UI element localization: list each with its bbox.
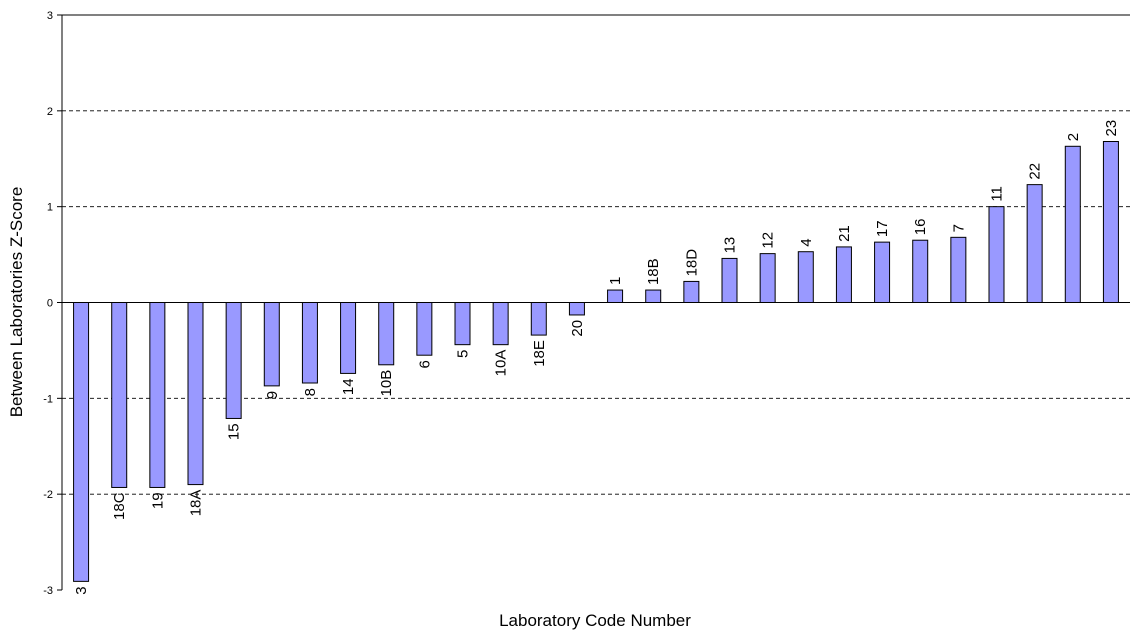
bar bbox=[111, 302, 128, 488]
bar-label: 18E bbox=[531, 340, 548, 367]
bar bbox=[874, 241, 891, 303]
bar bbox=[149, 302, 166, 488]
bar bbox=[988, 206, 1005, 304]
bar bbox=[912, 239, 929, 303]
y-tick-label: 2 bbox=[47, 106, 53, 118]
bar bbox=[225, 302, 242, 419]
bar-label: 23 bbox=[1103, 120, 1120, 137]
bar bbox=[187, 302, 204, 486]
bar-label: 19 bbox=[149, 492, 166, 509]
y-tick-label: -3 bbox=[43, 585, 53, 597]
bar bbox=[263, 302, 280, 387]
bar bbox=[454, 302, 471, 346]
x-axis-label: Laboratory Code Number bbox=[499, 611, 691, 630]
bar bbox=[568, 302, 585, 316]
y-tick-label: -2 bbox=[43, 489, 53, 501]
bar bbox=[950, 236, 967, 303]
bar-label: 18B bbox=[645, 258, 662, 285]
bar bbox=[645, 289, 662, 303]
bar bbox=[492, 302, 509, 346]
bar-label: 5 bbox=[455, 350, 472, 358]
bar bbox=[530, 302, 547, 336]
bar-label: 4 bbox=[798, 238, 815, 246]
bar-label: 8 bbox=[302, 388, 319, 396]
bar bbox=[683, 280, 700, 303]
bar bbox=[797, 251, 814, 303]
bar-label: 9 bbox=[264, 391, 281, 399]
y-tick-label: -1 bbox=[43, 393, 53, 405]
bar bbox=[721, 257, 738, 303]
y-axis-label: Between Laboratories Z-Score bbox=[7, 187, 26, 418]
bar-label: 11 bbox=[989, 186, 1006, 202]
y-tick-label: 3 bbox=[47, 10, 53, 22]
bar bbox=[340, 302, 357, 374]
bar-label: 15 bbox=[226, 423, 243, 440]
bar-label: 13 bbox=[722, 237, 739, 254]
bar bbox=[73, 302, 90, 582]
bar-label: 10A bbox=[493, 350, 510, 377]
bar-label: 10B bbox=[378, 370, 395, 397]
bar-label: 3 bbox=[73, 586, 90, 594]
bar-label: 12 bbox=[760, 232, 777, 249]
bar bbox=[759, 253, 776, 303]
bar bbox=[1064, 145, 1081, 303]
bar bbox=[378, 302, 395, 366]
bar-label: 21 bbox=[836, 225, 853, 242]
bar-label: 18C bbox=[111, 492, 128, 520]
bar-label: 1 bbox=[607, 277, 624, 285]
bar bbox=[1026, 184, 1043, 303]
bar-label: 20 bbox=[569, 320, 586, 337]
bar-label: 14 bbox=[340, 378, 357, 395]
y-tick-label: 0 bbox=[47, 298, 53, 310]
bar bbox=[607, 289, 624, 303]
bar-label: 2 bbox=[1065, 133, 1082, 141]
bar-label: 17 bbox=[874, 220, 891, 237]
bar bbox=[416, 302, 433, 356]
bar bbox=[301, 302, 318, 384]
bar-label: 7 bbox=[950, 224, 967, 232]
bar-label: 18D bbox=[683, 249, 700, 277]
bar bbox=[835, 246, 852, 304]
bar-label: 6 bbox=[416, 360, 433, 368]
bar-label: 16 bbox=[912, 219, 929, 236]
bar-label: 18A bbox=[188, 490, 205, 517]
bar-label: 22 bbox=[1027, 163, 1044, 180]
y-tick-label: 1 bbox=[47, 202, 53, 214]
bar bbox=[1102, 141, 1119, 303]
